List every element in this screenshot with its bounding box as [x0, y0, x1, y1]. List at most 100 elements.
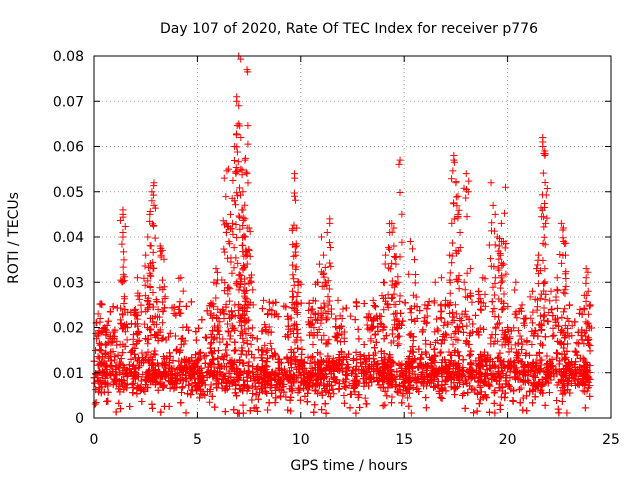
data-point [198, 369, 206, 377]
data-point [347, 312, 355, 320]
data-point [495, 380, 503, 388]
data-point [148, 400, 156, 408]
data-point [280, 388, 288, 396]
data-point [581, 404, 589, 412]
data-point [488, 298, 496, 306]
data-point [198, 378, 206, 386]
data-point [156, 379, 164, 387]
data-point [431, 358, 439, 366]
data-point [145, 366, 153, 374]
data-point [182, 364, 190, 372]
data-point [536, 365, 544, 373]
data-point [198, 316, 206, 324]
data-point [488, 376, 496, 384]
data-point [465, 352, 473, 360]
data-point [370, 301, 378, 309]
data-point [398, 399, 406, 407]
data-point [185, 381, 193, 389]
data-point [322, 409, 330, 417]
data-point [91, 400, 99, 408]
data-point [496, 372, 504, 380]
data-point [414, 363, 422, 371]
data-point [399, 390, 407, 398]
data-point [437, 394, 445, 402]
data-point [541, 333, 549, 341]
data-point [496, 405, 504, 413]
data-point [384, 384, 392, 392]
data-point [114, 351, 122, 359]
data-point [101, 380, 109, 388]
data-point [526, 387, 534, 395]
data-point [201, 333, 209, 341]
data-point [327, 370, 335, 378]
data-point [107, 357, 115, 365]
data-point [318, 388, 326, 396]
data-point [451, 384, 459, 392]
data-point [120, 377, 128, 385]
data-point [558, 398, 566, 406]
data-point [127, 355, 135, 363]
data-point [349, 366, 357, 374]
data-point [178, 384, 186, 392]
data-point [116, 369, 124, 377]
data-point [494, 368, 502, 376]
data-point [467, 359, 475, 367]
data-point [187, 298, 195, 306]
data-point [367, 374, 375, 382]
data-point [223, 378, 231, 386]
data-point [352, 376, 360, 384]
data-point [151, 347, 159, 355]
data-point [300, 374, 308, 382]
data-point [163, 354, 171, 362]
data-point [188, 386, 196, 394]
data-point [149, 303, 157, 311]
data-point [387, 399, 395, 407]
data-point [113, 371, 121, 379]
data-point [505, 382, 513, 390]
data-point [158, 360, 166, 368]
data-point [132, 370, 140, 378]
data-point [559, 384, 567, 392]
data-point [303, 381, 311, 389]
data-point [361, 394, 369, 402]
data-point [342, 375, 350, 383]
data-point [329, 385, 337, 393]
data-point [239, 359, 247, 367]
data-point [258, 374, 266, 382]
data-point [560, 382, 568, 390]
data-point [340, 391, 348, 399]
data-point [195, 382, 203, 390]
data-point [177, 388, 185, 396]
data-point [496, 349, 504, 357]
data-point [285, 375, 293, 383]
data-point [452, 384, 460, 392]
data-point [195, 369, 203, 377]
data-point [101, 350, 109, 358]
data-point [484, 351, 492, 359]
data-point [157, 408, 165, 416]
data-point [107, 371, 115, 379]
data-point [128, 348, 136, 356]
data-point [235, 374, 243, 382]
data-point [558, 350, 566, 358]
data-point [262, 348, 270, 356]
data-point [388, 393, 396, 401]
data-point [209, 356, 217, 364]
data-point [564, 386, 572, 394]
data-point [438, 370, 446, 378]
data-point [232, 346, 240, 354]
data-point [447, 383, 455, 391]
data-point [243, 387, 251, 395]
data-point [505, 361, 513, 369]
data-point [158, 335, 166, 343]
data-point [321, 400, 329, 408]
data-point [265, 298, 273, 306]
data-point [431, 345, 439, 353]
data-point [214, 380, 222, 388]
data-point [422, 404, 430, 412]
data-point [306, 359, 314, 367]
data-point [221, 408, 229, 416]
data-point [248, 382, 256, 390]
data-point [444, 368, 452, 376]
